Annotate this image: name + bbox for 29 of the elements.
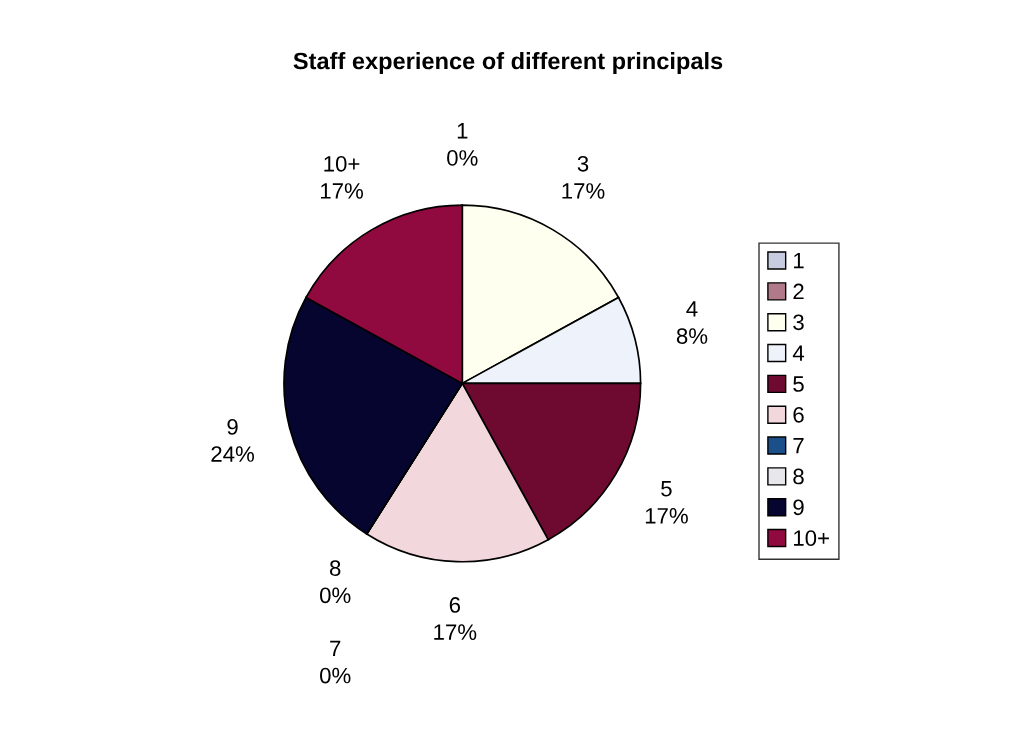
legend-label: 5 bbox=[793, 376, 804, 392]
legend-label: 7 bbox=[793, 437, 804, 454]
data-label: 17% bbox=[562, 183, 605, 199]
data-label: 17% bbox=[434, 624, 477, 640]
chart-title: Staff experience of different principals bbox=[293, 52, 723, 75]
data-label: 17% bbox=[645, 508, 688, 524]
slice-label: 5 bbox=[661, 480, 672, 497]
legend-label: 1 bbox=[794, 252, 804, 269]
data-label: 17% bbox=[321, 183, 363, 199]
legend-label: 8 bbox=[793, 468, 804, 485]
text: 0% bbox=[320, 587, 351, 604]
legend-label: 3 bbox=[793, 314, 804, 331]
slice-label: 9 bbox=[227, 419, 238, 435]
category-label: 1 bbox=[457, 123, 468, 139]
data-label: 24% bbox=[211, 446, 255, 462]
category-label: 7 bbox=[330, 640, 341, 657]
legend-label: 10+ bbox=[794, 530, 829, 546]
text: 0% bbox=[320, 667, 351, 684]
legend-label: 2 bbox=[793, 283, 804, 300]
category-label: 8 bbox=[329, 560, 341, 577]
data-label: 8% bbox=[676, 328, 708, 344]
text: 0% bbox=[447, 150, 478, 166]
slice-label: 4 bbox=[686, 301, 698, 317]
legend-label: 9 bbox=[793, 499, 804, 516]
slice-label: 10+ bbox=[324, 155, 360, 172]
legend-label: 4 bbox=[792, 345, 805, 361]
slice-label: 6 bbox=[449, 597, 461, 613]
legend-label: 6 bbox=[793, 406, 804, 423]
slice-label: 3 bbox=[577, 155, 589, 172]
